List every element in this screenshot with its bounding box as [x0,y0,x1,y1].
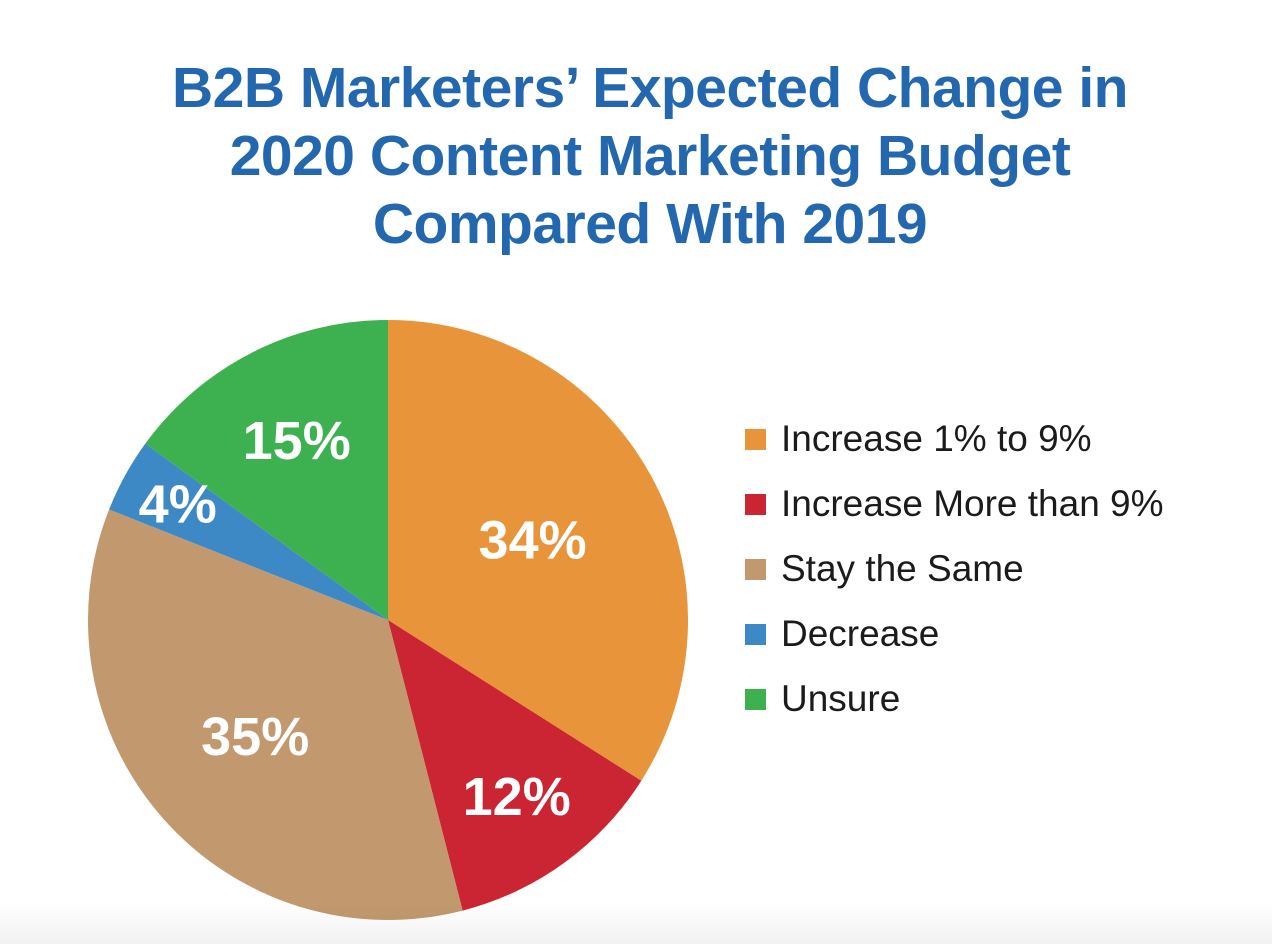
pie-slice-4 [145,320,388,620]
pie-data-label-3: 4% [139,474,217,534]
legend-label: Unsure [781,678,901,719]
pie-chart-svg: 34% 12% 35% 4% 15% [88,320,688,920]
legend-label: Increase 1% to 9% [781,418,1092,459]
pie-slice-2 [88,509,463,920]
pie-data-label-0: 34% [479,511,587,571]
legend-item-1: Increase More than 9% [745,482,1164,526]
legend-swatch-icon [745,623,766,645]
chart-title-line-1: B2B Marketers’ Expected Change in [171,56,1129,120]
legend-swatch-icon [745,428,766,450]
chart-title: B2B Marketers’ Expected Change in 2020 C… [14,54,1272,258]
legend-swatch-icon [745,558,766,580]
legend-item-0: Increase 1% to 9% [745,417,1164,461]
legend-label: Decrease [781,613,940,654]
legend-label: Stay the Same [781,548,1024,589]
legend-swatch-icon [745,493,766,515]
pie-slice-1 [388,620,642,911]
legend-label: Increase More than 9% [781,483,1164,524]
pie-data-label-2: 35% [201,707,309,767]
pie-data-label-4: 15% [243,411,351,471]
legend-item-2: Stay the Same [745,547,1164,591]
chart-title-line-3: Compared With 2019 [372,192,928,256]
legend-item-4: Unsure [745,677,1164,721]
chart-title-line-2: 2020 Content Marketing Budget [229,124,1071,188]
pie-slice-0 [388,320,688,781]
pie-slice-3 [109,443,388,620]
legend-item-3: Decrease [745,612,1164,656]
pie-chart: 34% 12% 35% 4% 15% [88,320,688,920]
legend-swatch-icon [745,688,766,710]
pie-data-label-1: 12% [463,767,571,827]
chart-legend: Increase 1% to 9% Increase More than 9% St… [745,417,1164,742]
